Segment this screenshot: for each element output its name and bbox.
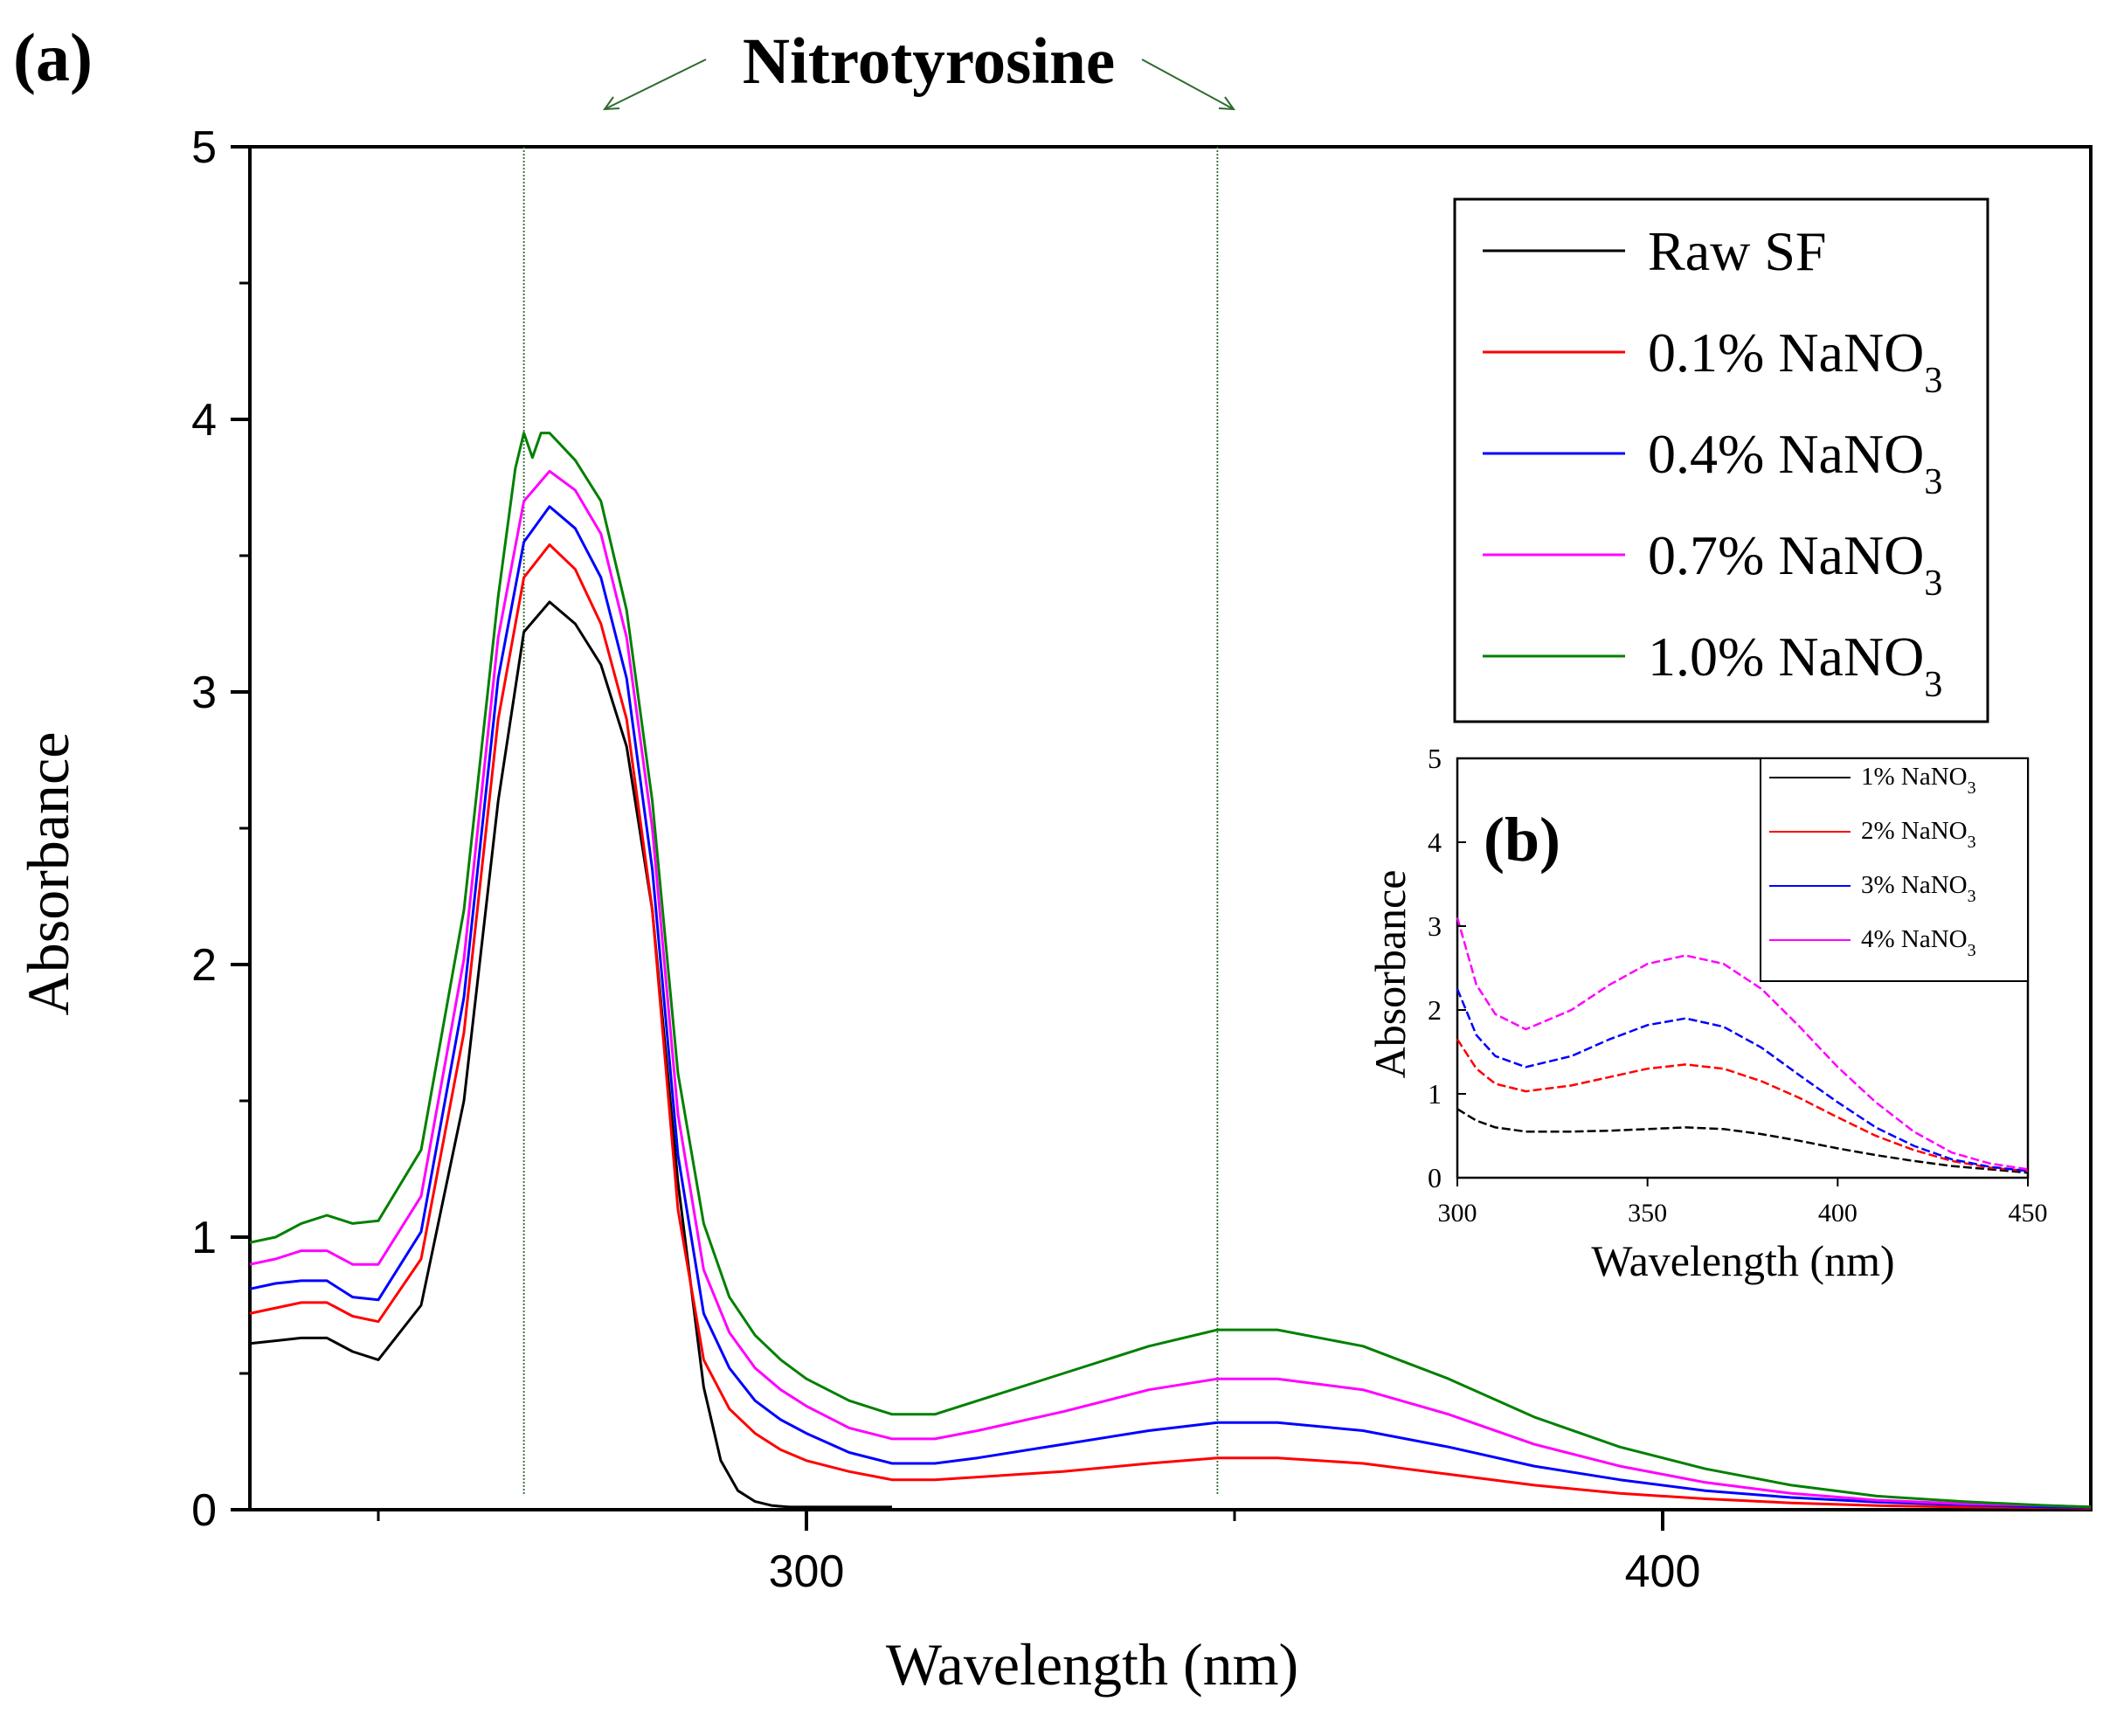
y-tick-label: 4 <box>191 395 217 446</box>
y-tick-label: 2 <box>191 940 217 991</box>
plot-a-ticks <box>231 145 1664 1531</box>
legend-a-entry-sub: 3 <box>1924 462 1942 502</box>
reference-lines <box>522 147 1219 1496</box>
panel-b-label: (b) <box>1484 805 1560 875</box>
inset-x-tick-label: 350 <box>1628 1199 1667 1228</box>
legend-a-entry-sub: 3 <box>1924 361 1942 401</box>
inset-series-line <box>1456 1038 2029 1172</box>
legend-a-box <box>1453 197 1989 723</box>
legend-b-entry-main: 2% NaNO <box>1861 817 1968 845</box>
legend-b-entry-sub: 3 <box>1968 941 1976 960</box>
legend-a-entry: 0.1% NaNO3 <box>1648 322 1942 401</box>
legend-a-entry-sub: 3 <box>1924 665 1942 705</box>
series-line <box>249 543 2092 1510</box>
inset-series-line <box>1456 988 2029 1172</box>
arrow-left <box>604 59 707 110</box>
x-axis-label: Wavelength (nm) <box>886 1631 1298 1698</box>
plot-b-tick-labels: 0 1 2 3 4 5 300 350 400 450 <box>1428 743 2048 1228</box>
plot-b-series <box>1456 917 2029 1174</box>
arrow-left-head <box>602 96 620 111</box>
legend-a-entry: 0.4% NaNO3 <box>1648 423 1942 502</box>
legend-a-entry-main: 0.4% NaNO <box>1648 423 1924 485</box>
arrow-right <box>1141 59 1235 110</box>
legend-b-entry-sub: 3 <box>1968 833 1976 852</box>
series-line <box>249 505 2092 1509</box>
legend-b-entry-main: 3% NaNO <box>1861 871 1968 899</box>
x-tick-label: 400 <box>1625 1546 1701 1597</box>
legend-a-entry: 0.7% NaNO3 <box>1648 524 1942 604</box>
legend-a-entry-main: Raw SF <box>1648 220 1827 282</box>
inset-y-tick-label: 4 <box>1428 827 1442 858</box>
inset-x-tick-label: 450 <box>2009 1199 2048 1228</box>
series-line <box>249 600 892 1509</box>
legend-a-entry: 1.0% NaNO3 <box>1648 626 1942 705</box>
inset-y-tick-label: 1 <box>1428 1078 1442 1110</box>
legend-b-entry-sub: 3 <box>1968 887 1976 906</box>
legend-a-entry-main: 0.7% NaNO <box>1648 524 1924 586</box>
legend-b-entry: 3% NaNO3 <box>1861 871 1976 906</box>
arrow-right-head <box>1218 96 1236 111</box>
inset-series-line <box>1456 917 2029 1171</box>
legend-b-entry-main: 4% NaNO <box>1861 925 1968 953</box>
inset-x-tick-label: 300 <box>1438 1199 1477 1228</box>
legend-b-entry-sub: 3 <box>1968 778 1976 798</box>
inset-series-line <box>1456 1108 2029 1174</box>
annotation-arrows <box>602 59 1236 111</box>
y-tick-label: 3 <box>191 667 217 718</box>
nitrotyrosine-annotation: Nitrotyrosine <box>743 25 1115 98</box>
panel-a-label: (a) <box>13 19 93 95</box>
legend-b-entry-main: 1% NaNO <box>1861 763 1968 791</box>
y-tick-label: 0 <box>191 1485 217 1536</box>
inset-y-tick-label: 2 <box>1428 994 1442 1026</box>
inset-x-axis-label: Wavelength (nm) <box>1591 1236 1894 1285</box>
legend-a-entry-main: 1.0% NaNO <box>1648 626 1924 688</box>
legend-b-entry: 1% NaNO3 <box>1861 763 1976 798</box>
y-tick-label: 5 <box>191 122 217 173</box>
series-line <box>249 469 2092 1509</box>
plot-a-tick-labels: 0 1 2 3 4 5 300 400 <box>191 122 1700 1597</box>
x-tick-label: 300 <box>769 1546 845 1597</box>
y-tick-label: 1 <box>191 1213 217 1263</box>
legend-b-entry: 2% NaNO3 <box>1861 817 1976 852</box>
plot-a-series <box>249 432 2092 1510</box>
legend-b-box <box>1760 757 2029 982</box>
inset-y-tick-label: 5 <box>1428 743 1442 774</box>
inset-y-axis-label: Absorbance <box>1366 870 1415 1079</box>
legend-a-entry-sub: 3 <box>1924 564 1942 604</box>
series-line <box>249 432 2092 1509</box>
y-axis-label: Absorbance <box>15 732 81 1016</box>
legend-a-entry-main: 0.1% NaNO <box>1648 322 1924 384</box>
inset-y-tick-label: 0 <box>1428 1162 1442 1193</box>
inset-x-tick-label: 400 <box>1818 1199 1857 1228</box>
legend-a-entry: Raw SF <box>1648 220 1827 282</box>
plot-a: 0 1 2 3 4 5 300 400 Wavelength (nm) Absorbance <box>15 122 2093 1698</box>
legend-b-entry: 4% NaNO3 <box>1861 925 1976 960</box>
inset-y-tick-label: 3 <box>1428 910 1442 942</box>
plot-b-ticks <box>1456 757 2029 1186</box>
